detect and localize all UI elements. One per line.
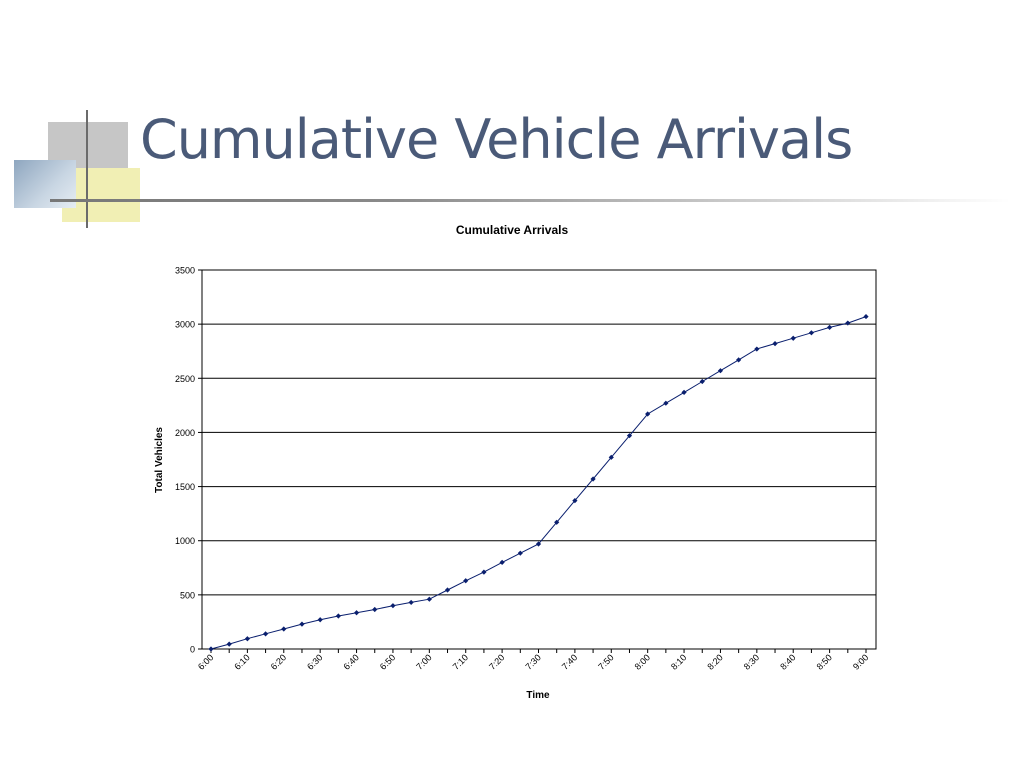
y-tick-label: 2000 [175,428,195,438]
x-tick-label: 6:10 [232,652,251,671]
title-underline [50,199,1010,202]
slide-title: Cumulative Vehicle Arrivals [140,108,853,171]
data-point [426,596,432,602]
data-point [845,320,851,326]
x-tick-label: 8:40 [778,652,797,671]
x-tick-label: 7:40 [560,652,579,671]
y-tick-label: 500 [180,590,195,600]
data-point [754,346,760,352]
x-tick-label: 8:10 [669,652,688,671]
title-decoration-vertical-line [86,110,88,228]
y-axis-ticks: 0 500 1000 1500 2000 2500 3000 3500 [175,266,202,655]
data-point [790,335,796,341]
x-tick-label: 8:30 [742,652,761,671]
x-tick-label: 8:20 [705,652,724,671]
data-point [717,368,724,374]
x-tick-label: 7:00 [414,652,433,671]
x-tick-label: 7:50 [596,652,615,671]
x-tick-label: 7:10 [451,652,470,671]
data-point [244,636,250,642]
y-tick-label: 3500 [175,266,195,276]
x-axis-ticks: 6:00 6:10 6:20 6:30 6:40 6:50 7:00 7:10 7:20 7:30… [196,649,870,672]
data-point [408,599,414,606]
data-point [353,610,360,616]
y-tick-label: 2500 [175,374,195,384]
data-point [681,389,687,395]
data-point [226,641,232,647]
y-tick-label: 0 [190,645,195,655]
data-point [863,313,869,320]
data-point [281,626,287,632]
data-point [299,621,305,627]
x-tick-label: 8:50 [815,652,834,671]
data-point [481,569,487,575]
data-point [626,433,633,439]
data-point [590,476,596,482]
y-tick-label: 1500 [175,482,195,492]
data-point [808,330,815,336]
x-tick-label: 9:00 [851,652,870,671]
data-point [262,631,269,637]
data-point [736,357,742,363]
x-tick-label: 6:30 [305,652,324,671]
x-tick-label: 7:20 [487,652,506,671]
data-point [827,324,833,330]
data-point [208,646,214,652]
data-point [554,519,560,525]
y-tick-label: 3000 [175,320,195,330]
chart-gridlines [202,323,876,596]
data-point [463,578,469,584]
x-tick-label: 6:50 [378,652,397,671]
data-point [663,400,669,406]
x-tick-label: 6:40 [342,652,361,671]
data-point [335,613,341,619]
data-point [499,559,505,565]
chart-title: Cumulative Arrivals [456,223,569,237]
x-tick-label: 6:00 [196,652,215,671]
plot-area-border [201,269,877,650]
data-point [390,603,396,609]
data-point [699,378,705,385]
data-point [645,411,651,417]
data-point [535,541,542,547]
data-point [572,498,578,504]
x-tick-label: 6:20 [269,652,288,671]
series-line [210,316,867,650]
chart-series [208,313,869,652]
data-point [772,341,778,347]
data-point [372,606,378,613]
data-point [608,454,614,460]
x-tick-label: 8:00 [633,652,652,671]
y-axis-label: Total Vehicles [154,427,165,493]
data-point [517,550,523,556]
data-point [444,587,451,593]
x-tick-label: 7:30 [523,652,542,671]
y-tick-label: 1000 [175,536,195,546]
data-point [317,617,323,623]
x-axis-label: Time [526,690,550,701]
